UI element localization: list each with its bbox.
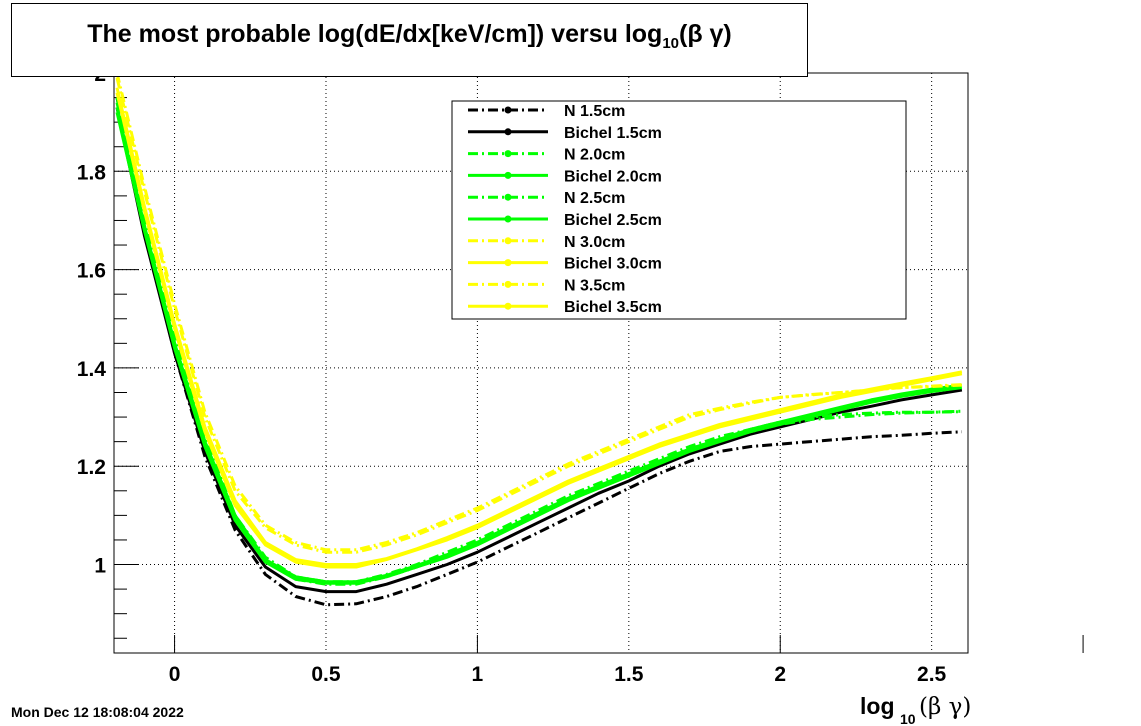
legend-marker <box>504 302 512 310</box>
series-line <box>115 107 963 584</box>
x-tick-label: 2.5 <box>917 663 947 686</box>
legend-marker <box>504 259 512 267</box>
title-main: The most probable log(dE/dx[keV/cm]) ver… <box>87 20 663 48</box>
x-tick-label: 1.5 <box>614 663 644 686</box>
chart-title: The most probable log(dE/dx[keV/cm]) ver… <box>12 20 807 52</box>
y-tick-label: 1.2 <box>77 456 106 479</box>
series-line <box>115 111 963 585</box>
legend-entry-label: N 1.5cm <box>564 103 625 120</box>
axes: 00.511.522.511.21.41.61.82 <box>77 63 1084 686</box>
legend-marker <box>504 237 512 245</box>
legend-entry-label: N 3.0cm <box>564 234 625 251</box>
legend-box <box>451 100 907 320</box>
legend-marker <box>504 128 512 136</box>
legend-entry-label: Bichel 2.5cm <box>564 212 662 229</box>
series-line <box>115 87 963 566</box>
x-tick-label: 0 <box>169 663 181 686</box>
x-axis-label-subscript: 10 <box>900 711 916 726</box>
x-axis-label: log 10 (β γ) <box>860 693 971 726</box>
y-tick-label: 1 <box>94 555 106 578</box>
legend-entry-label: N 3.5cm <box>564 277 625 294</box>
legend-entry-label: Bichel 3.0cm <box>564 256 662 273</box>
legend-entry-label: N 2.5cm <box>564 190 625 207</box>
legend-marker <box>504 171 512 179</box>
title-subscript: 10 <box>662 35 679 52</box>
x-tick-label: 0.5 <box>311 663 341 686</box>
y-tick-label: 1.8 <box>77 161 107 184</box>
x-axis-label-main: log <box>860 693 895 719</box>
legend: N 1.5cm Bichel 1.5cm N 2.0cm Bichel 2.0cm N … <box>451 100 907 320</box>
series-line <box>115 92 963 569</box>
series-line <box>115 97 962 607</box>
title-tail: (β γ) <box>679 20 732 48</box>
legend-entry-label: N 2.0cm <box>564 147 625 164</box>
legend-marker <box>504 280 512 288</box>
x-axis-label-tail: (β γ) <box>919 694 971 720</box>
legend-marker <box>504 150 512 158</box>
title-box: The most probable log(dE/dx[keV/cm]) ver… <box>11 3 808 77</box>
legend-entry-label: Bichel 1.5cm <box>564 125 662 142</box>
legend-entry-label: Bichel 2.0cm <box>564 168 662 185</box>
x-tick-label: 1 <box>472 663 484 686</box>
legend-marker <box>504 215 512 223</box>
date-stamp: Mon Dec 12 18:08:04 2022 <box>11 704 184 720</box>
legend-entry-label: Bichel 3.5cm <box>564 299 662 316</box>
x-tick-label: 2 <box>774 663 786 686</box>
y-tick-label: 1.4 <box>77 358 107 381</box>
series-lines <box>115 72 963 607</box>
series-line <box>115 107 963 594</box>
legend-marker <box>504 106 512 114</box>
y-tick-label: 1.6 <box>77 260 106 283</box>
series-line <box>115 72 962 552</box>
legend-marker <box>504 193 512 201</box>
